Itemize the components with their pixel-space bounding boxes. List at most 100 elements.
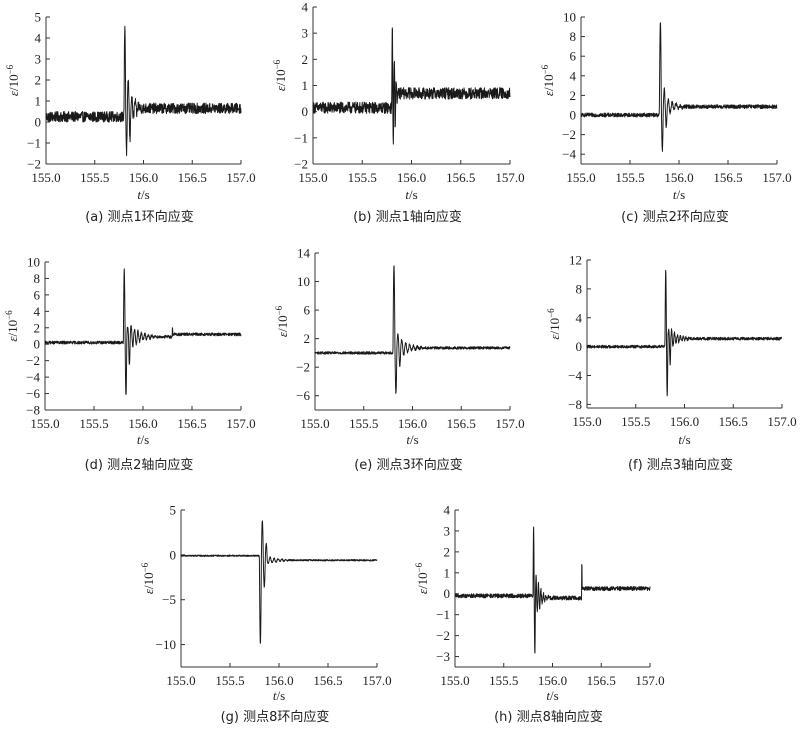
y-axis-label-exponent: −6 (4, 310, 14, 320)
y-tick-label: 4 (34, 304, 41, 319)
y-axis-label-unit: /10 (5, 320, 20, 337)
x-axis-label-unit: /s (140, 432, 149, 447)
chart-g: −10 −5 0 5 155.0 155.5 156.0 156.5 157.0 t/s ε/10−… (140, 503, 392, 726)
x-axis-label-var: t (273, 688, 277, 703)
y-tick-label: −4 (568, 368, 582, 383)
subplot-caption: (f) 测点3轴向应变 (628, 457, 733, 473)
y-tick-label: 1 (302, 78, 309, 93)
y-tick-label: 4 (570, 68, 577, 83)
y-tick-label: 2 (304, 331, 311, 346)
x-tick-label: 156.0 (129, 170, 158, 185)
y-axis-label-unit: /10 (275, 315, 290, 332)
subplot-caption: (b) 测点1轴向应变 (353, 209, 462, 225)
subplot-caption: (a) 测点1环向应变 (85, 209, 194, 225)
y-tick-label: 4 (576, 310, 583, 325)
y-axis-label-exponent: −6 (274, 305, 284, 315)
y-tick-label: −1 (294, 130, 308, 145)
y-tick-label: 6 (34, 287, 41, 302)
y-tick-label: 1 (444, 565, 451, 580)
x-tick-label: 155.5 (621, 414, 650, 429)
y-tick-label: 4 (302, 0, 309, 15)
y-tick-label: −10 (156, 637, 176, 652)
x-axis-label-unit: /s (676, 187, 685, 202)
chart-f: −8 −4 0 4 8 12 155.0 155.5 156.0 156.5 157.0 t/s ε/1… (546, 253, 797, 474)
x-axis-label: t/s (673, 187, 685, 202)
y-axis-label-exponent: −6 (540, 64, 550, 74)
x-tick-label: 155.0 (30, 416, 59, 431)
y-tick-label: −8 (568, 397, 582, 412)
x-tick-label: 155.5 (79, 416, 108, 431)
strain-signal-line (314, 265, 511, 394)
x-tick-label: 156.5 (587, 673, 616, 688)
strain-signal-line (44, 268, 242, 396)
y-tick-label: 0 (302, 104, 309, 119)
x-tick-label: 156.5 (178, 170, 207, 185)
y-tick-label: 2 (444, 544, 451, 559)
y-axis-label: ε/10−6 (540, 64, 556, 96)
y-tick-label: 8 (570, 29, 577, 44)
x-tick-label: 156.0 (264, 673, 293, 688)
x-tick-label: 157.0 (362, 673, 391, 688)
y-tick-label: −4 (562, 147, 576, 162)
x-tick-label: 156.5 (313, 673, 342, 688)
y-axis-label-unit: /10 (547, 318, 562, 335)
y-axis-label-exponent: −6 (546, 308, 556, 318)
y-axis-label-var: ε (547, 334, 562, 340)
y-axis-label-unit: /10 (541, 74, 556, 91)
x-axis-label-unit: /s (410, 432, 419, 447)
x-tick-label: 155.5 (215, 673, 244, 688)
x-tick-label: 155.5 (349, 416, 378, 431)
y-tick-label: −1 (436, 607, 450, 622)
y-tick-label: 0 (35, 115, 42, 130)
x-tick-label: 155.0 (31, 170, 60, 185)
x-axis-label: t/s (405, 187, 417, 202)
y-axis-label-var: ε (6, 90, 21, 96)
y-tick-label: −2 (27, 157, 41, 172)
y-axis-label: ε/10−6 (5, 64, 21, 96)
x-tick-label: 155.5 (489, 673, 518, 688)
x-axis-label: t/s (546, 688, 558, 703)
strain-signal-line (454, 526, 651, 654)
x-axis-label: t/s (137, 432, 149, 447)
y-tick-label: 3 (444, 523, 451, 538)
y-tick-label: 4 (35, 31, 42, 46)
x-tick-label: 155.0 (300, 416, 329, 431)
x-tick-label: 156.0 (128, 416, 157, 431)
x-tick-label: 156.0 (397, 170, 426, 185)
y-tick-label: 5 (35, 10, 42, 25)
y-axis-label-unit: /10 (273, 69, 288, 86)
x-axis-label-unit: /s (550, 688, 559, 703)
x-tick-label: 157.0 (495, 170, 524, 185)
y-tick-label: −2 (436, 628, 450, 643)
y-axis-label: ε/10−6 (4, 310, 20, 342)
x-tick-label: 157.0 (767, 414, 796, 429)
y-axis-label: ε/10−6 (272, 59, 288, 91)
y-tick-label: 2 (34, 320, 41, 335)
y-tick-label: 14 (297, 246, 311, 261)
chart-h: −3 −2 −1 0 1 2 3 4 155.0 155.5 156.0 156.5 157.0 t/s ε… (414, 503, 665, 726)
x-tick-label: 155.0 (298, 170, 327, 185)
y-tick-label: −3 (436, 649, 450, 664)
x-axis-label-var: t (406, 432, 410, 447)
y-axis-label-exponent: −6 (5, 64, 15, 74)
x-tick-label: 155.0 (572, 414, 601, 429)
y-axis-label-unit: /10 (6, 74, 21, 91)
x-tick-label: 155.5 (615, 170, 644, 185)
y-axis-label-exponent: −6 (272, 59, 282, 69)
x-axis-label-unit: /s (276, 688, 285, 703)
y-axis-label-var: ε (141, 588, 156, 594)
y-tick-label: 6 (304, 303, 311, 318)
y-tick-label: 0 (570, 108, 577, 123)
y-axis-label: ε/10−6 (274, 305, 290, 337)
x-axis-label-unit: /s (141, 187, 150, 202)
x-tick-label: 156.5 (177, 416, 206, 431)
y-tick-label: −6 (26, 386, 40, 401)
x-tick-label: 156.0 (398, 416, 427, 431)
subplot-caption: (c) 测点2环向应变 (621, 209, 729, 225)
y-tick-label: −6 (296, 388, 310, 403)
x-tick-label: 156.5 (447, 416, 476, 431)
y-tick-label: 5 (170, 503, 177, 518)
